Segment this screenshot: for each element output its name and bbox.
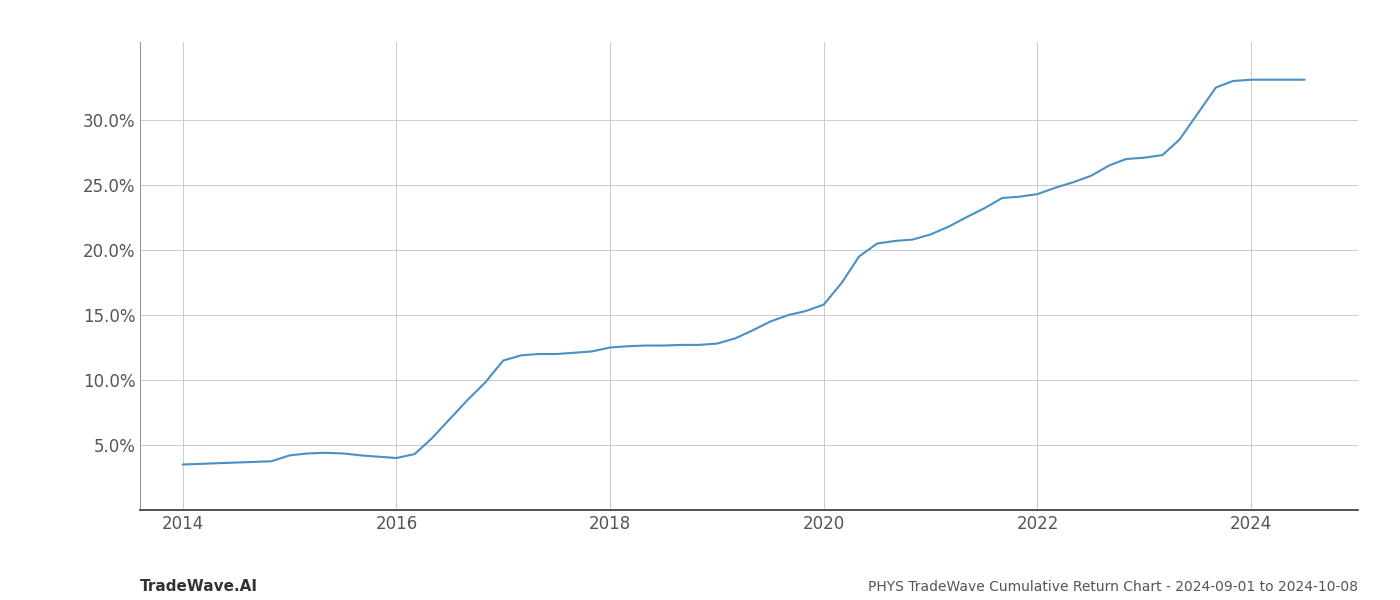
Text: PHYS TradeWave Cumulative Return Chart - 2024-09-01 to 2024-10-08: PHYS TradeWave Cumulative Return Chart -… — [868, 580, 1358, 594]
Text: TradeWave.AI: TradeWave.AI — [140, 579, 258, 594]
